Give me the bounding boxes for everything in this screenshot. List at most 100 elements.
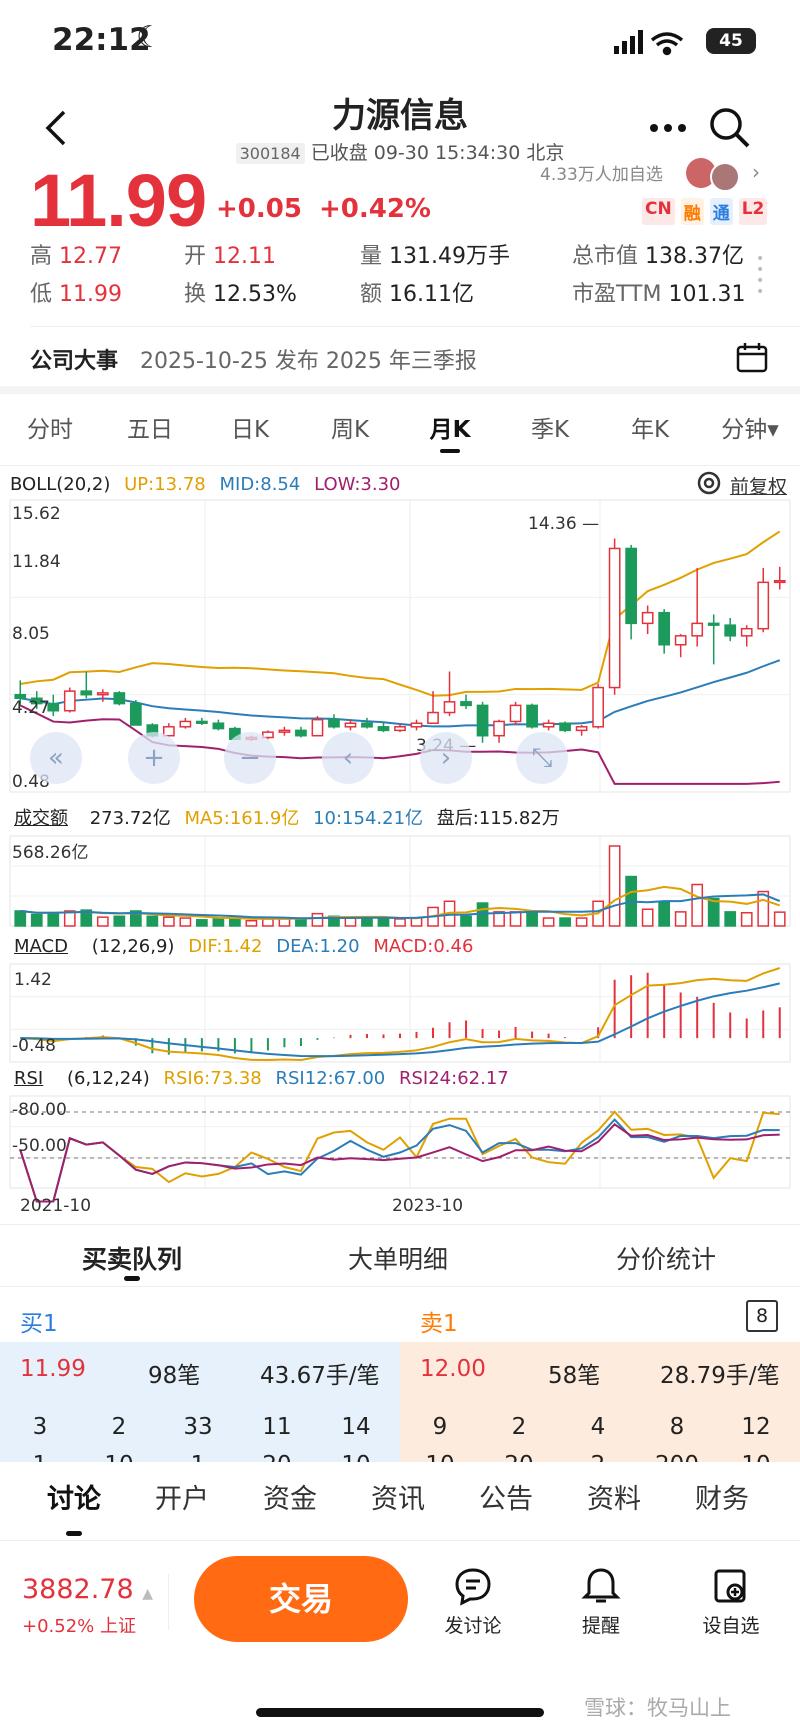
volume-ma5: MA5:161.9亿: [184, 808, 300, 829]
tab-minute[interactable]: 分钟▾: [721, 417, 779, 443]
moon-icon: ☾: [136, 20, 163, 55]
tab-announcements[interactable]: 公告: [479, 1484, 533, 1515]
calendar-icon[interactable]: [736, 341, 768, 373]
tab-five-day[interactable]: 五日: [127, 417, 173, 443]
queue-cell: 9: [432, 1414, 448, 1440]
back-arrow-icon[interactable]: [40, 108, 70, 148]
candle: [641, 611, 654, 625]
candle: [509, 704, 522, 723]
tab-financials[interactable]: 财务: [695, 1484, 749, 1515]
change-percent: +0.42%: [319, 194, 431, 224]
price-axis-label: 4.27: [12, 698, 50, 718]
tab-funds[interactable]: 资金: [263, 1484, 317, 1515]
search-icon[interactable]: [708, 106, 752, 150]
tab-monthly-k[interactable]: 月K: [400, 394, 500, 465]
candle: [773, 579, 786, 584]
expand-dots-icon[interactable]: • • • •: [756, 251, 765, 300]
add-watchlist-button[interactable]: 设自选: [676, 1566, 786, 1638]
queue-cell: 11: [262, 1414, 292, 1440]
post-discussion-button[interactable]: 发讨论: [418, 1566, 528, 1638]
volume-ma10: 10:154.21亿: [313, 808, 424, 829]
fullscreen-button[interactable]: ⤡: [516, 732, 568, 784]
tab-weekly-k[interactable]: 周K: [330, 417, 370, 443]
tab-open-account[interactable]: 开户: [155, 1484, 209, 1515]
divider: [0, 1224, 800, 1225]
stat-volume: 量 131.49万手: [360, 244, 510, 269]
volume-bar: [658, 900, 671, 927]
trade-button[interactable]: 交易: [194, 1556, 408, 1642]
volume-bar: [311, 912, 324, 927]
market-status: 300184 已收盘 09-30 15:34:30 北京: [0, 138, 800, 165]
volume-bar: [724, 911, 737, 927]
more-icon[interactable]: [648, 122, 688, 134]
tab-news[interactable]: 资讯: [371, 1484, 425, 1515]
buy-queue-panel: [0, 1342, 400, 1466]
tab-profile[interactable]: 资料: [587, 1484, 641, 1515]
sell-level-label: 卖1: [420, 1311, 458, 1337]
tab-discussion[interactable]: 讨论: [20, 1470, 128, 1536]
tab-intraday[interactable]: 分时: [27, 417, 73, 443]
depth-level-button[interactable]: 8: [746, 1300, 778, 1332]
x-axis-label: 2023-10: [392, 1196, 464, 1216]
home-indicator[interactable]: [256, 1708, 544, 1717]
volume-bar: [707, 897, 720, 927]
macd-name[interactable]: MACD: [14, 936, 68, 957]
candle: [344, 722, 357, 728]
scroll-right-button[interactable]: ›: [420, 732, 472, 784]
rsi-legend: RSI (6,12,24) RSI6:73.38 RSI12:67.00 RSI…: [14, 1068, 517, 1089]
candle: [14, 693, 27, 700]
rsi-name[interactable]: RSI: [14, 1068, 44, 1089]
tab-order-queue[interactable]: 买卖队列: [82, 1245, 183, 1274]
change-value: +0.05: [216, 194, 302, 224]
scroll-left-button[interactable]: ‹: [322, 732, 374, 784]
volume-bar: [575, 917, 588, 927]
zoom-out-button[interactable]: −: [224, 732, 276, 784]
index-value[interactable]: 3882.78 ▲: [22, 1574, 154, 1605]
buy-count: 98笔: [148, 1363, 201, 1389]
tab-quarterly-k[interactable]: 季K: [530, 417, 570, 443]
tab-price-stats[interactable]: 分价统计: [616, 1245, 717, 1274]
volume-name[interactable]: 成交额: [14, 808, 68, 829]
chevron-right-icon[interactable]: ›: [752, 160, 760, 184]
tab-daily-k[interactable]: 日K: [230, 417, 270, 443]
zoom-in-button[interactable]: +: [128, 732, 180, 784]
volume-bar: [80, 909, 93, 927]
adjust-toggle[interactable]: 前复权: [730, 476, 788, 498]
alert-button[interactable]: 提醒: [546, 1566, 656, 1638]
buy-average: 43.67手/笔: [260, 1363, 380, 1389]
candle: [493, 720, 505, 737]
volume-bar: [30, 913, 43, 927]
price-change: +0.05 +0.42%: [216, 194, 431, 224]
divider: [0, 386, 800, 394]
volume-bar: [196, 919, 208, 927]
volume-bar: [460, 915, 472, 927]
volume-bar: [212, 917, 225, 927]
scroll-start-button[interactable]: «: [30, 732, 82, 784]
avatar[interactable]: [710, 162, 740, 192]
price-axis-label: 15.62: [12, 504, 61, 524]
settings-icon[interactable]: [696, 470, 722, 496]
volume-bar: [757, 890, 770, 927]
candle: [443, 701, 456, 714]
event-label: 公司大事: [30, 349, 119, 374]
tab-big-orders[interactable]: 大单明细: [348, 1245, 449, 1274]
queue-cell: 8: [669, 1414, 685, 1440]
volume-bar: [493, 911, 505, 927]
rsi6-line: [19, 1110, 780, 1203]
kline-chart[interactable]: [0, 0, 800, 1220]
tab-yearly-k[interactable]: 年K: [630, 417, 670, 443]
queue-cell: 4: [590, 1414, 606, 1440]
macd-dif: DIF:1.42: [188, 936, 263, 957]
clock: 22:12: [52, 22, 151, 58]
sell-queue-panel: [400, 1342, 800, 1466]
stat-turnover: 换 12.53%: [184, 282, 297, 307]
panel-frame: [9, 1095, 791, 1189]
status-text: 已收盘 09-30 15:34:30 北京: [310, 142, 565, 164]
triangle-up-icon: ▲: [142, 1586, 154, 1602]
event-text: 2025-10-25 发布 2025 年三季报: [140, 349, 477, 374]
volume-ma10-line: [20, 893, 781, 920]
company-event-bar[interactable]: 公司大事 2025-10-25 发布 2025 年三季报: [30, 326, 800, 388]
candle: [129, 702, 142, 726]
candle: [47, 702, 60, 712]
tag-l2: L2: [738, 198, 768, 225]
